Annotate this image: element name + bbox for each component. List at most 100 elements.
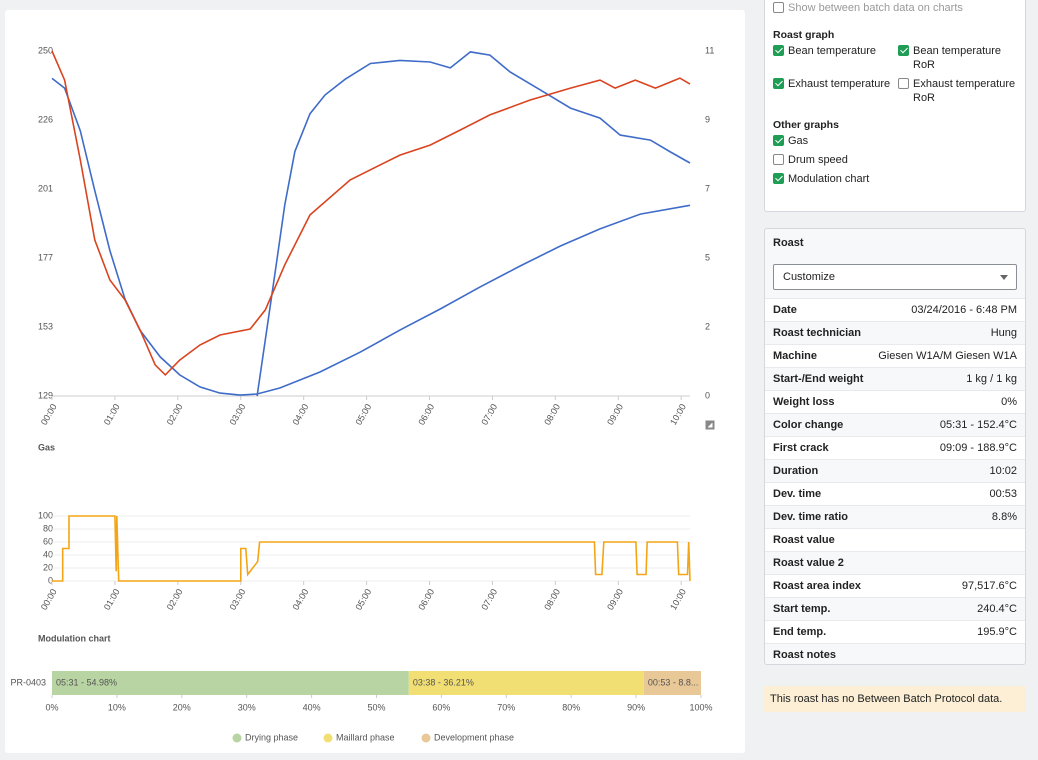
x-tick-label: 09:00 xyxy=(605,587,625,612)
detail-value: 1 kg / 1 kg xyxy=(966,373,1017,385)
chart-title: Gas xyxy=(38,442,55,452)
detail-label: Roast value 2 xyxy=(773,557,844,569)
y-tick-label: 60 xyxy=(43,536,53,546)
detail-value: 8.8% xyxy=(991,511,1017,523)
x-tick-label: 100% xyxy=(689,702,712,712)
x-tick-label: 03:00 xyxy=(228,587,248,612)
x-tick-label: 70% xyxy=(497,702,515,712)
detail-row: Weight loss 0% xyxy=(765,390,1025,413)
detail-row: Roast notes xyxy=(765,643,1025,666)
x-tick-label: 00:00 xyxy=(39,402,59,427)
y-tick-label: 129 xyxy=(38,390,53,400)
roast-details: Date 03/24/2016 - 6:48 PM Roast technician… xyxy=(765,298,1025,666)
checkbox-option[interactable]: Bean temperature RoR xyxy=(898,44,1023,72)
checkbox[interactable] xyxy=(898,78,909,89)
detail-value: 00:53 xyxy=(989,488,1017,500)
detail-row: Roast technician Hung xyxy=(765,321,1025,344)
detail-value: 05:31 - 152.4°C xyxy=(939,419,1017,431)
checkbox[interactable] xyxy=(773,2,784,13)
detail-label: Roast notes xyxy=(773,649,836,661)
other-graph-options: Gas Drum speed Modulation chart xyxy=(773,134,1017,186)
option-label: Bean temperature RoR xyxy=(913,45,1002,71)
checkbox-option[interactable]: Drum speed xyxy=(773,153,1017,167)
checkbox[interactable] xyxy=(773,78,784,89)
y-tick-label: 250 xyxy=(38,45,53,55)
detail-row: First crack 09:09 - 188.9°C xyxy=(765,436,1025,459)
legend-label: Drying phase xyxy=(245,732,298,742)
x-tick-label: 50% xyxy=(367,702,385,712)
detail-label: First crack xyxy=(773,442,829,454)
y2-tick-label: 5 xyxy=(705,252,710,262)
x-tick-label: 00:00 xyxy=(39,587,59,612)
settings-panel: Show between batch data on charts Roast … xyxy=(764,0,1026,212)
y2-tick-label: 0 xyxy=(705,390,710,400)
x-tick-label: 06:00 xyxy=(416,402,436,427)
checkbox-option[interactable]: Modulation chart xyxy=(773,172,1017,186)
y2-tick-label: 11 xyxy=(705,45,714,55)
y-tick-label: 201 xyxy=(38,183,53,193)
checkbox[interactable] xyxy=(773,135,784,146)
y2-tick-label: 9 xyxy=(705,114,710,124)
detail-value: 09:09 - 188.9°C xyxy=(939,442,1017,454)
detail-row: Date 03/24/2016 - 6:48 PM xyxy=(765,298,1025,321)
category-label: PR-0403 xyxy=(10,677,46,687)
resize-icon[interactable] xyxy=(704,419,716,431)
y-tick-label: 177 xyxy=(38,252,53,262)
option-label: Exhaust temperature RoR xyxy=(913,78,1016,104)
roast-panel: Roast Customize Date 03/24/2016 - 6:48 PM… xyxy=(764,228,1026,665)
x-tick-label: 20% xyxy=(173,702,191,712)
charts-card: 129 153 177 201 226 250 0 2 5 7 9 11 00:00 01:00 02:00… xyxy=(5,10,745,753)
detail-label: End temp. xyxy=(773,626,827,638)
detail-row: End temp. 195.9°C xyxy=(765,620,1025,643)
detail-label: Roast area index xyxy=(773,580,862,592)
line-series xyxy=(51,77,691,396)
detail-row: Roast value xyxy=(765,528,1025,551)
notice: This roast has no Between Batch Protocol… xyxy=(764,686,1026,712)
detail-label: Roast technician xyxy=(773,327,862,339)
panel-title: Roast xyxy=(773,237,804,249)
option-label: Gas xyxy=(788,135,809,147)
checkbox-option[interactable]: Exhaust temperature xyxy=(773,77,898,105)
checkbox-option[interactable]: Exhaust temperature RoR xyxy=(898,77,1023,105)
x-tick-label: 05:00 xyxy=(353,402,373,427)
checkbox-option[interactable]: Gas xyxy=(773,134,1017,148)
x-tick-label: 04:00 xyxy=(291,587,311,612)
x-tick-label: 08:00 xyxy=(542,402,562,427)
line-series xyxy=(52,515,691,582)
x-tick-label: 10:00 xyxy=(668,587,688,612)
y-tick-label: 0 xyxy=(48,575,53,585)
detail-row: Color change 05:31 - 152.4°C xyxy=(765,413,1025,436)
checkbox[interactable] xyxy=(898,45,909,56)
legend-swatch xyxy=(232,733,242,743)
checkbox-option[interactable]: Bean temperature xyxy=(773,44,898,72)
value-label: 00:53 - 8.8... xyxy=(648,677,699,687)
value-label: 05:31 - 54.98% xyxy=(56,677,117,687)
checkbox[interactable] xyxy=(773,45,784,56)
x-tick-label: 05:00 xyxy=(353,587,373,612)
y-tick-label: 226 xyxy=(38,114,53,124)
detail-label: Start temp. xyxy=(773,603,831,615)
value-label: 03:38 - 36.21% xyxy=(413,677,474,687)
checkbox[interactable] xyxy=(773,154,784,165)
y-tick-label: 153 xyxy=(38,321,53,331)
x-tick-label: 02:00 xyxy=(165,402,185,427)
y-tick-label: 100 xyxy=(38,510,53,520)
checkbox[interactable] xyxy=(773,173,784,184)
dropdown[interactable]: Customize xyxy=(773,264,1017,290)
between-batch-option[interactable]: Show between batch data on charts xyxy=(773,1,1017,15)
detail-row: Start-/End weight 1 kg / 1 kg xyxy=(765,367,1025,390)
legend-swatch xyxy=(323,733,333,743)
detail-value: Giesen W1A/M Giesen W1A xyxy=(878,350,1017,362)
y2-tick-label: 7 xyxy=(705,183,710,193)
detail-label: Dev. time ratio xyxy=(773,511,848,523)
section-title: Other graphs xyxy=(773,119,839,131)
charts: 129 153 177 201 226 250 0 2 5 7 9 11 00:00 01:00 02:00… xyxy=(10,45,716,743)
legend-label: Development phase xyxy=(434,732,514,742)
detail-value: 240.4°C xyxy=(977,603,1017,615)
bar-segment xyxy=(643,671,701,695)
x-tick-label: 07:00 xyxy=(479,587,499,612)
bar-segment xyxy=(408,671,644,695)
option-label: Exhaust temperature xyxy=(788,78,891,90)
option-label: Show between batch data on charts xyxy=(788,2,963,14)
